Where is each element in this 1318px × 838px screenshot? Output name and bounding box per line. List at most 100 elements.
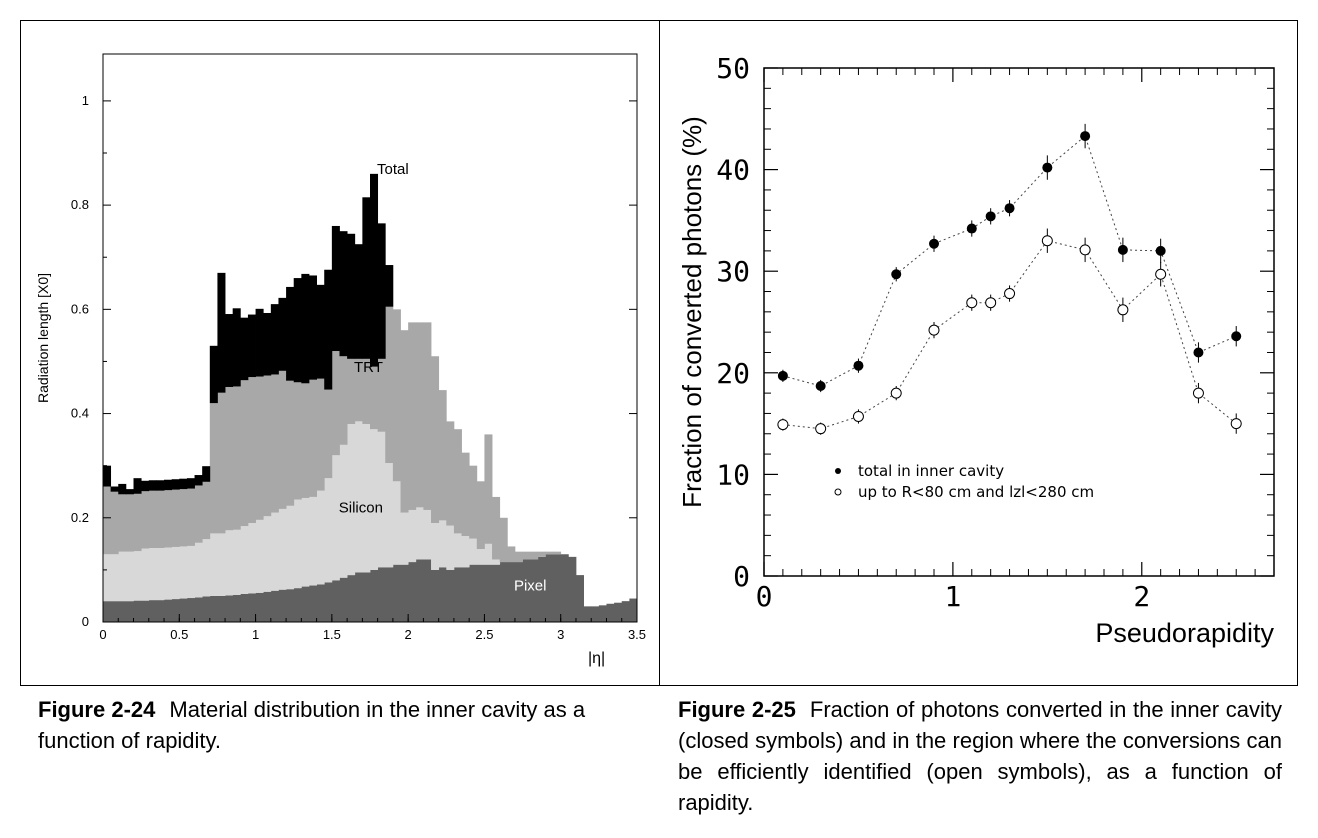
bar-pixel [156, 600, 165, 622]
bar-trt [415, 322, 424, 508]
bar-trt [278, 370, 287, 509]
legend-entry: up to R<80 cm and lzl<280 cm [858, 483, 1094, 501]
bar-silicon [370, 429, 379, 570]
bar-silicon [438, 520, 447, 568]
bar-total [324, 269, 333, 390]
bar-total [255, 308, 264, 377]
x-tick-label: 2.5 [475, 627, 493, 642]
bar-total [339, 231, 348, 357]
bar-pixel [179, 598, 188, 622]
bar-trt [202, 481, 211, 540]
bar-trt [255, 376, 264, 520]
bar-trt [110, 491, 119, 555]
bar-trt [225, 386, 234, 531]
series-silicon [103, 421, 501, 602]
x-axis-label: Pseudorapidity [1095, 618, 1274, 648]
bar-trt [301, 383, 310, 498]
bar-silicon [316, 490, 325, 585]
x-tick-label: 1 [252, 627, 259, 642]
bar-pixel [278, 589, 287, 622]
bar-pixel [110, 601, 119, 622]
bar-trt [514, 551, 523, 563]
caption-figure-2-24: Figure 2-24 Material distribution in the … [38, 694, 646, 756]
bar-pixel [202, 596, 211, 622]
bar-trt [553, 551, 562, 555]
legend-marker-open [834, 488, 842, 496]
bar-silicon [469, 538, 478, 565]
x-tick-label: 1 [944, 580, 961, 613]
data-point [1042, 162, 1053, 173]
bar-silicon [492, 559, 501, 565]
x-tick-label: 2 [405, 627, 412, 642]
bar-total [202, 466, 211, 482]
bar-pixel [377, 567, 386, 622]
bar-pixel [415, 559, 424, 622]
y-tick-label: 0.4 [71, 406, 89, 421]
bar-silicon [308, 496, 317, 586]
bar-total [377, 223, 386, 359]
bar-silicon [431, 522, 440, 570]
bar-trt [446, 421, 455, 526]
bar-trt [522, 551, 531, 560]
x-tick-label: 2 [1133, 580, 1150, 613]
bar-trt [408, 322, 417, 510]
series-pixel [103, 554, 638, 622]
label-total: Total [377, 161, 409, 178]
bar-silicon [164, 547, 173, 600]
y-axis-label: Radiation length [X0] [35, 273, 51, 403]
data-point [891, 269, 902, 280]
data-point [966, 297, 978, 309]
data-point [1004, 288, 1016, 300]
bar-silicon [392, 481, 401, 565]
bar-total [354, 244, 363, 359]
bar-silicon [217, 533, 226, 596]
y-tick-label: 10 [716, 458, 750, 491]
bar-pixel [522, 559, 531, 622]
bar-pixel [133, 600, 142, 622]
bar-pixel [598, 605, 607, 622]
bar-total [263, 312, 272, 376]
data-point [966, 223, 977, 234]
bar-trt [179, 489, 188, 547]
bar-silicon [186, 545, 195, 599]
bar-total [209, 345, 218, 404]
x-tick-label: 3 [557, 627, 564, 642]
bar-total [141, 480, 150, 492]
bar-total [370, 173, 379, 367]
bar-pixel [553, 554, 562, 622]
bar-trt [148, 490, 157, 549]
caption-figure-2-25: Figure 2-25 Fraction of photons converted… [678, 694, 1282, 818]
bar-silicon [255, 519, 264, 593]
label-silicon: Silicon [339, 500, 383, 517]
y-tick-label: 0 [82, 614, 89, 629]
bar-pixel [308, 585, 317, 622]
bar-trt [461, 452, 470, 537]
bar-trt [247, 377, 256, 523]
bar-silicon [232, 529, 241, 595]
bar-trt [240, 380, 249, 527]
bar-silicon [324, 478, 333, 583]
data-point [1155, 268, 1167, 280]
bar-pixel [461, 567, 470, 622]
bar-silicon [377, 431, 386, 568]
data-point [1192, 387, 1204, 399]
y-tick-label: 40 [716, 154, 750, 187]
legend-marker-closed [835, 468, 841, 474]
bar-trt [209, 403, 218, 534]
series-line [782, 135, 1237, 387]
series-closed [777, 123, 1242, 393]
bar-pixel [591, 606, 600, 622]
caption-label: Figure 2-25 [678, 697, 796, 722]
bar-pixel [293, 588, 302, 622]
bar-pixel [103, 601, 112, 622]
bar-trt [164, 490, 173, 548]
bar-pixel [583, 606, 592, 622]
data-point [1155, 245, 1166, 256]
bar-pixel [484, 564, 493, 622]
bar-pixel [247, 593, 256, 622]
caption-label: Figure 2-24 [38, 697, 156, 722]
y-tick-label: 20 [716, 357, 750, 390]
bar-trt [308, 379, 317, 497]
bar-silicon [354, 421, 363, 573]
bar-pixel [438, 567, 447, 622]
